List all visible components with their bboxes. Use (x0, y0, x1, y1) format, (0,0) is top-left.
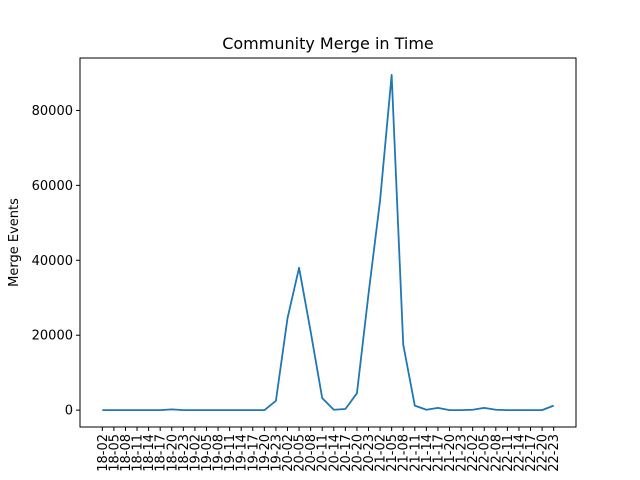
x-tick-label: 22-17 (524, 434, 539, 472)
x-tick-label: 19-02 (188, 434, 203, 472)
x-tick-label: 21-08 (397, 434, 412, 472)
x-tick-label: 22-20 (536, 434, 551, 472)
x-tick-label: 19-20 (258, 434, 273, 472)
y-tick-label: 20000 (32, 329, 73, 344)
plot-frame (79, 57, 577, 428)
series-line-0 (102, 73, 555, 412)
x-tick-label: 20-05 (293, 434, 308, 472)
x-tick-label: 18-02 (96, 434, 111, 472)
x-tick-label: 19-08 (212, 434, 227, 472)
y-axis-label: Merge Events (7, 198, 22, 287)
x-tick-label: 19-23 (269, 434, 284, 472)
x-tick-label: 19-14 (235, 434, 250, 472)
x-tick-label: 21-11 (408, 434, 423, 472)
x-tick-label: 21-02 (374, 434, 389, 472)
x-tick-label: 18-14 (142, 434, 157, 472)
x-tick-label: 20-23 (362, 434, 377, 472)
x-tick-label: 22-23 (547, 434, 562, 472)
x-tick-label: 21-23 (455, 434, 470, 472)
x-tick-label: 20-20 (350, 434, 365, 472)
y-tick-label: 80000 (32, 104, 73, 119)
y-tick-label: 40000 (32, 254, 73, 269)
x-tick-label: 22-02 (466, 434, 481, 472)
plot-area: 02000040000600008000018-0218-0518-0818-1… (32, 57, 577, 472)
y-tick-label: 0 (65, 404, 73, 419)
x-tick-label: 18-20 (165, 434, 180, 472)
x-tick-label: 22-05 (478, 434, 493, 472)
x-tick-label: 19-05 (200, 434, 215, 472)
x-tick-label: 22-08 (489, 434, 504, 472)
x-tick-label: 21-20 (443, 434, 458, 472)
x-tick-label: 22-14 (512, 434, 527, 472)
chart-title: Community Merge in Time (222, 34, 434, 53)
x-tick-label: 21-17 (431, 434, 446, 472)
y-tick-label: 60000 (32, 179, 73, 194)
x-tick-label: 19-17 (246, 434, 261, 472)
x-tick-label: 18-17 (154, 434, 169, 472)
x-tick-label: 18-23 (177, 434, 192, 472)
x-tick-label: 20-11 (316, 434, 331, 472)
x-tick-label: 18-11 (131, 434, 146, 472)
x-tick-label: 20-17 (339, 434, 354, 472)
x-tick-label: 20-02 (281, 434, 296, 472)
x-tick-label: 18-05 (107, 434, 122, 472)
x-tick-label: 22-11 (501, 434, 516, 472)
x-tick-label: 21-05 (385, 434, 400, 472)
x-tick-label: 20-14 (327, 434, 342, 472)
x-tick-label: 18-08 (119, 434, 134, 472)
x-tick-label: 21-14 (420, 434, 435, 472)
x-tick-label: 20-08 (304, 434, 319, 472)
x-tick-label: 19-11 (223, 434, 238, 472)
